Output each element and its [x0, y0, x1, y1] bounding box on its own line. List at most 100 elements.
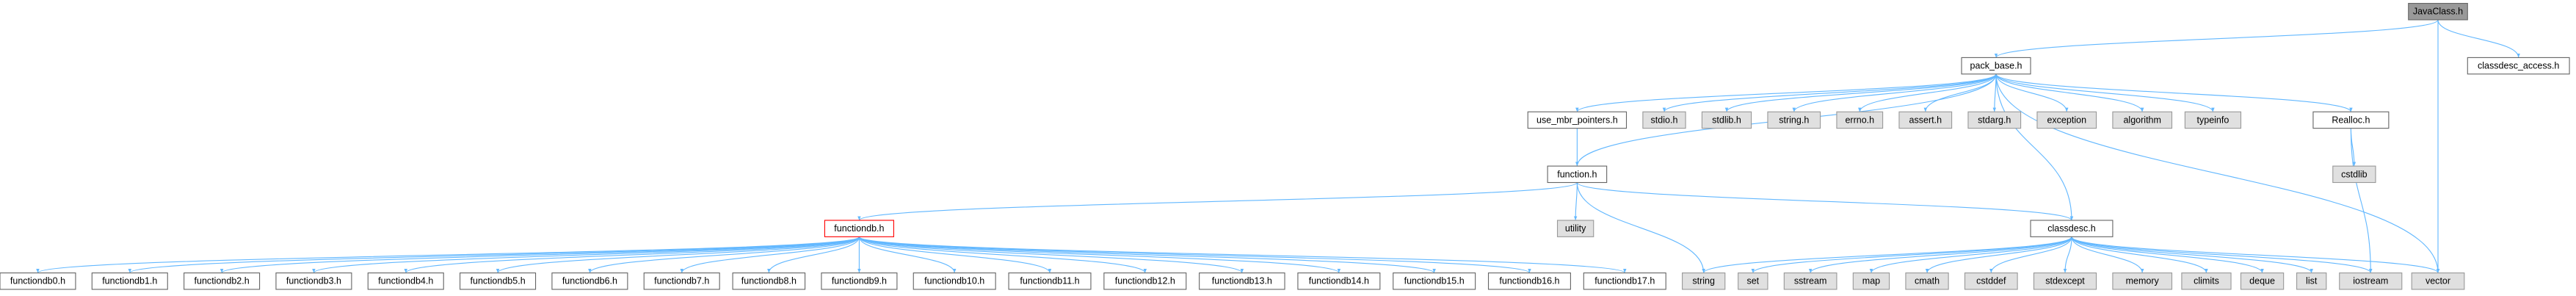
node-box [1964, 272, 2018, 290]
node-label: classdesc.h [2047, 223, 2095, 234]
edge [1995, 73, 2215, 112]
node-label: pack_base.h [1970, 61, 2022, 71]
node: functiondb7.h [643, 272, 720, 290]
node-box [2030, 220, 2114, 237]
node-label: functiondb0.h [10, 276, 65, 286]
edge [1576, 182, 1705, 273]
edge [2350, 128, 2373, 273]
node-box [643, 272, 720, 290]
node-box [1199, 272, 1285, 290]
node: stdexcept [2033, 272, 2097, 290]
edge [858, 236, 1147, 274]
edge [1995, 73, 2074, 220]
node-label: string.h [1779, 115, 1809, 125]
node: functiondb1.h [91, 272, 168, 290]
edge [1702, 236, 2072, 274]
node-label: functiondb6.h [562, 276, 617, 286]
node-label: map [1862, 276, 1880, 286]
node-label: JavaClass.h [2413, 7, 2463, 17]
node: function.h [1547, 165, 1608, 184]
node-box [1487, 272, 1571, 290]
node-label: functiondb17.h [1594, 276, 1655, 286]
edge [1792, 73, 1997, 112]
node: sstream [1783, 272, 1837, 290]
node-box [2339, 272, 2403, 290]
edge [496, 236, 860, 274]
edge [767, 237, 860, 273]
node-box [1898, 111, 1953, 129]
node-label: cstddef [1976, 276, 2006, 286]
node-box [1297, 272, 1381, 290]
node: deque [2240, 272, 2285, 290]
node-label: algorithm [2123, 115, 2160, 125]
node: functiondb5.h [460, 272, 537, 290]
node-label: utility [1565, 223, 1586, 234]
node-label: string [1692, 276, 1715, 286]
node: functiondb8.h [732, 272, 806, 290]
edge [2071, 236, 2373, 274]
node-box [1583, 272, 1666, 290]
edge [1989, 237, 2072, 273]
edge [858, 236, 1531, 274]
node: climits [2181, 272, 2232, 290]
node: cmath [1905, 272, 1949, 290]
node-box [1556, 220, 1594, 237]
node-label: cmath [1915, 276, 1940, 286]
node-box [1701, 111, 1752, 129]
node-box [91, 272, 168, 290]
node: functiondb4.h [367, 272, 444, 290]
node-box [1967, 111, 2022, 129]
edge [1995, 73, 2440, 273]
edge [1662, 73, 1997, 112]
node-label: cstdlib [2341, 169, 2368, 179]
node-box [824, 220, 894, 237]
node-label: functiondb4.h [378, 276, 433, 286]
edge [858, 236, 1244, 274]
node-label: functiondb1.h [102, 276, 157, 286]
node-box [913, 272, 996, 290]
edge [404, 236, 860, 274]
edge [2071, 237, 2208, 273]
node: functiondb6.h [551, 272, 628, 290]
node-box [2411, 272, 2465, 290]
node: vector [2411, 272, 2465, 290]
node-box [551, 272, 628, 290]
edges [36, 19, 2520, 274]
node: functiondb3.h [275, 272, 352, 290]
node-box [2181, 272, 2232, 290]
node-label: functiondb8.h [741, 276, 797, 286]
node-label: functiondb11.h [1020, 276, 1079, 286]
edge [858, 236, 1340, 274]
node-box [2240, 272, 2285, 290]
node-label: classdesc_access.h [2478, 61, 2559, 71]
edge [312, 236, 860, 274]
node: use_mbr_pointers.h [1527, 111, 1628, 129]
node-box [1852, 272, 1890, 290]
node: functiondb11.h [1008, 272, 1092, 290]
node-label: functiondb12.h [1115, 276, 1175, 286]
edge [1724, 73, 1997, 112]
node: functiondb12.h [1103, 272, 1187, 290]
edge [857, 182, 1578, 221]
node-box [1682, 272, 1726, 290]
node-label: functiondb3.h [286, 276, 341, 286]
node-label: functiondb7.h [654, 276, 709, 286]
node-box [1961, 57, 2031, 75]
node-label: functiondb2.h [195, 276, 250, 286]
node: classdesc.h [2030, 220, 2114, 237]
node: functiondb14.h [1297, 272, 1381, 290]
node: string.h [1767, 111, 1821, 129]
edge [1808, 237, 2072, 273]
node-label: functiondb14.h [1309, 276, 1369, 286]
node-label: stdlib.h [1712, 115, 1741, 125]
edge [2071, 237, 2264, 273]
edge [858, 237, 1052, 273]
edge [680, 237, 860, 273]
edge [1869, 237, 2072, 273]
edge [1576, 182, 2074, 221]
node-label: deque [2249, 276, 2275, 286]
edge [588, 237, 860, 273]
node-box [1008, 272, 1092, 290]
edge [858, 236, 1627, 274]
node-box [1393, 272, 1476, 290]
